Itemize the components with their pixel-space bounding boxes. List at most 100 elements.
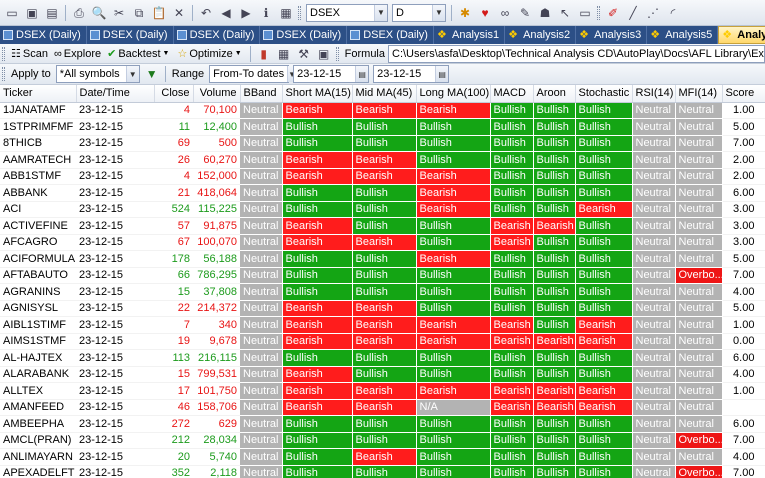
table-row[interactable]: AL-HAJTEX 23-12-15 113 216,115 Neutral Bullis…	[0, 349, 765, 367]
table-row[interactable]: AIBL1STIMF 23-12-15 7 340 Neutral Bearish Bear…	[0, 316, 765, 334]
copy-icon[interactable]: ⧉	[134, 5, 144, 20]
window-icon[interactable]: ▦	[280, 5, 292, 20]
chevron-down-icon[interactable]: ▼	[432, 4, 445, 21]
scan-button[interactable]: ☷ Scan	[8, 47, 51, 61]
back-icon[interactable]: ◀	[221, 5, 231, 20]
formula-path-field[interactable]: C:\Users\asfa\Desktop\Technical Analysis…	[388, 44, 765, 63]
print-preview-icon[interactable]: 🔍	[91, 5, 107, 20]
column-header-mid-ma-45[interactable]: Mid MA(45)	[352, 85, 417, 103]
column-header-date-time[interactable]: Date/Time	[76, 85, 155, 103]
column-header-stochastic[interactable]: Stochastic	[575, 85, 633, 103]
tab-analysis7-9[interactable]: ❖Analysis7✕	[718, 26, 765, 44]
tab-dsex-daily-1[interactable]: DSEX (Daily)	[87, 26, 174, 44]
apply-to-combo[interactable]: *All symbols ▼	[55, 65, 140, 83]
table-row[interactable]: ACTIVEFINE 23-12-15 57 91,875 Neutral Bearish…	[0, 217, 765, 235]
column-header-ticker[interactable]: Ticker	[0, 85, 77, 103]
column-header-score[interactable]: Score	[722, 85, 765, 103]
table-row[interactable]: AGNISYSL 23-12-15 22 214,372 Neutral Bearish B…	[0, 300, 765, 317]
save-icon[interactable]: ▣	[26, 5, 38, 20]
cut-icon[interactable]: ✂	[113, 5, 125, 20]
save-all-icon[interactable]: ▤	[46, 5, 58, 20]
settings-icon[interactable]: ▣	[317, 46, 330, 61]
table-row[interactable]: AMANFEED 23-12-15 46 158,706 Neutral Bearish B…	[0, 399, 765, 416]
table-row[interactable]: AMBEEPHA 23-12-15 272 629 Neutral Bullish Bull…	[0, 415, 765, 433]
undo-icon[interactable]: ↶	[200, 5, 212, 20]
tab-analysis1-5[interactable]: ❖ Analysis1	[434, 26, 506, 44]
tab-dsex-daily-0[interactable]: DSEX (Daily)	[0, 26, 87, 44]
to-date-picker[interactable]: 23-12-15 ▤	[373, 65, 450, 83]
column-header-mfi-14[interactable]: MFI(14)	[675, 85, 723, 103]
toolbar-grip[interactable]	[2, 46, 5, 61]
chevron-down-icon[interactable]: ▼	[234, 50, 242, 57]
table-row[interactable]: ABB1STMF 23-12-15 4 152,000 Neutral Bearish Be…	[0, 168, 765, 185]
column-header-aroon[interactable]: Aroon	[533, 85, 576, 103]
window-layout-icon[interactable]: ▦	[277, 46, 290, 61]
column-header-bband[interactable]: BBand	[240, 85, 283, 103]
chevron-down-icon[interactable]: ▼	[125, 66, 139, 82]
table-row[interactable]: ALARABANK 23-12-15 15 799,531 Neutral Bearish…	[0, 366, 765, 383]
filter-icon[interactable]: ▼	[145, 67, 158, 81]
table-row[interactable]: ACI 23-12-15 524 115,225 Neutral Bullish Bulli…	[0, 201, 765, 218]
pen-color-icon[interactable]: ✐	[607, 5, 619, 20]
calendar-icon[interactable]: ▤	[435, 66, 449, 82]
interval-combo[interactable]: D ▼	[392, 3, 446, 22]
column-header-volume[interactable]: Volume	[193, 85, 241, 103]
table-row[interactable]: 1STPRIMFMF 23-12-15 11 12,400 Neutral Bullish…	[0, 118, 765, 136]
backtest-button[interactable]: ✔ Backtest ▼	[104, 47, 174, 61]
wand-icon[interactable]: ✎	[519, 5, 531, 20]
table-row[interactable]: AFTABAUTO 23-12-15 66 786,295 Neutral Bullish…	[0, 267, 765, 284]
toolbar-grip[interactable]	[2, 67, 5, 81]
table-row[interactable]: ANLIMAYARN 23-12-15 20 5,740 Neutral Bullish B…	[0, 448, 765, 466]
print-icon[interactable]: ⎙	[74, 5, 84, 20]
symbol-combo[interactable]: DSEX ▼	[306, 3, 388, 22]
chevron-down-icon[interactable]: ▼	[287, 66, 297, 82]
table-row[interactable]: AGRANINS 23-12-15 15 37,808 Neutral Bullish Bu…	[0, 283, 765, 301]
table-row[interactable]: ABBANK 23-12-15 21 418,064 Neutral Bullish Bul…	[0, 184, 765, 202]
tab-dsex-daily-2[interactable]: DSEX (Daily)	[174, 26, 261, 44]
dotted-line-icon[interactable]: ⋰	[647, 5, 659, 20]
table-row[interactable]: AIMS1STMF 23-12-15 19 9,678 Neutral Bearish Be…	[0, 333, 765, 350]
column-header-rsi-14[interactable]: RSI(14)	[632, 85, 676, 103]
glasses-icon[interactable]: ∞	[500, 5, 510, 20]
paste-icon[interactable]: 📋	[151, 5, 167, 20]
delete-icon[interactable]: ✕	[173, 5, 185, 20]
person-icon[interactable]: ☗	[539, 5, 551, 20]
results-grid[interactable]: Ticker Date/Time Close Volume BBand Short MA(…	[0, 85, 765, 478]
table-row[interactable]: 8THICB 23-12-15 69 500 Neutral Bullish Bullish…	[0, 135, 765, 152]
toolbar-grip[interactable]	[335, 46, 339, 61]
table-row[interactable]: AFCAGRO 23-12-15 67 100,070 Neutral Bearish Be…	[0, 234, 765, 251]
from-date-picker[interactable]: 23-12-15 ▤	[293, 65, 370, 83]
indicator-icon[interactable]: ✱	[459, 5, 471, 20]
optimize-button[interactable]: ☆ Optimize ▼	[174, 47, 246, 61]
line-tool-icon[interactable]: ╱	[629, 5, 637, 20]
tools-icon[interactable]: ⚒	[298, 46, 310, 61]
forward-icon[interactable]: ▶	[241, 5, 251, 20]
column-header-short-ma-15[interactable]: Short MA(15)	[282, 85, 353, 103]
tab-dsex-daily-4[interactable]: DSEX (Daily)	[347, 26, 434, 44]
tab-dsex-daily-3[interactable]: DSEX (Daily)	[260, 26, 348, 44]
monitor-icon[interactable]: ▭	[579, 5, 591, 20]
chevron-down-icon[interactable]: ▼	[374, 4, 387, 21]
table-row[interactable]: ALLTEX 23-12-15 17 101,750 Neutral Bearish Bea…	[0, 382, 765, 400]
column-header-macd[interactable]: MACD	[490, 85, 534, 103]
heart-icon[interactable]: ♥	[481, 5, 489, 20]
arrow-tool-icon[interactable]: ↖	[559, 5, 571, 20]
column-header-long-ma-100[interactable]: Long MA(100)	[416, 85, 491, 103]
arc-tool-icon[interactable]: ◜	[670, 5, 676, 20]
chevron-down-icon[interactable]: ▼	[162, 50, 170, 57]
table-row[interactable]: AMCL(PRAN) 23-12-15 212 28,034 Neutral Bullis…	[0, 432, 765, 449]
explore-button[interactable]: ∞ Explore	[51, 48, 104, 60]
tab-analysis3-7[interactable]: ❖ Analysis3	[576, 26, 648, 44]
info-icon[interactable]: ℹ	[263, 5, 269, 20]
tab-analysis2-6[interactable]: ❖ Analysis2	[505, 26, 577, 44]
toolbar-grip[interactable]	[597, 5, 600, 20]
table-row[interactable]: ACIFORMULA 23-12-15 178 56,188 Neutral Bullis…	[0, 250, 765, 268]
table-row[interactable]: 1JANATAMF 23-12-15 4 70,100 Neutral Bearish Be…	[0, 102, 765, 119]
calendar-icon[interactable]: ▤	[355, 66, 369, 82]
tab-analysis5-8[interactable]: ❖ Analysis5	[647, 26, 719, 44]
toolbar-grip[interactable]	[298, 5, 301, 20]
report-icon[interactable]: ▮	[260, 46, 267, 61]
range-combo[interactable]: From-To dates ▼	[209, 65, 297, 83]
table-row[interactable]: APEXADELFT 23-12-15 352 2,118 Neutral Bullish…	[0, 465, 765, 478]
new-file-icon[interactable]: ▭	[6, 5, 18, 20]
